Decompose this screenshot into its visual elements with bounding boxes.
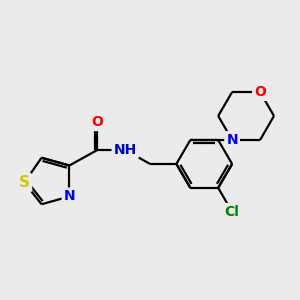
Text: O: O [92,115,103,129]
Text: N: N [226,133,238,147]
Text: S: S [19,175,30,190]
Text: NH: NH [114,143,137,157]
Text: O: O [254,85,266,99]
Text: N: N [64,190,75,203]
Text: Cl: Cl [225,205,240,219]
